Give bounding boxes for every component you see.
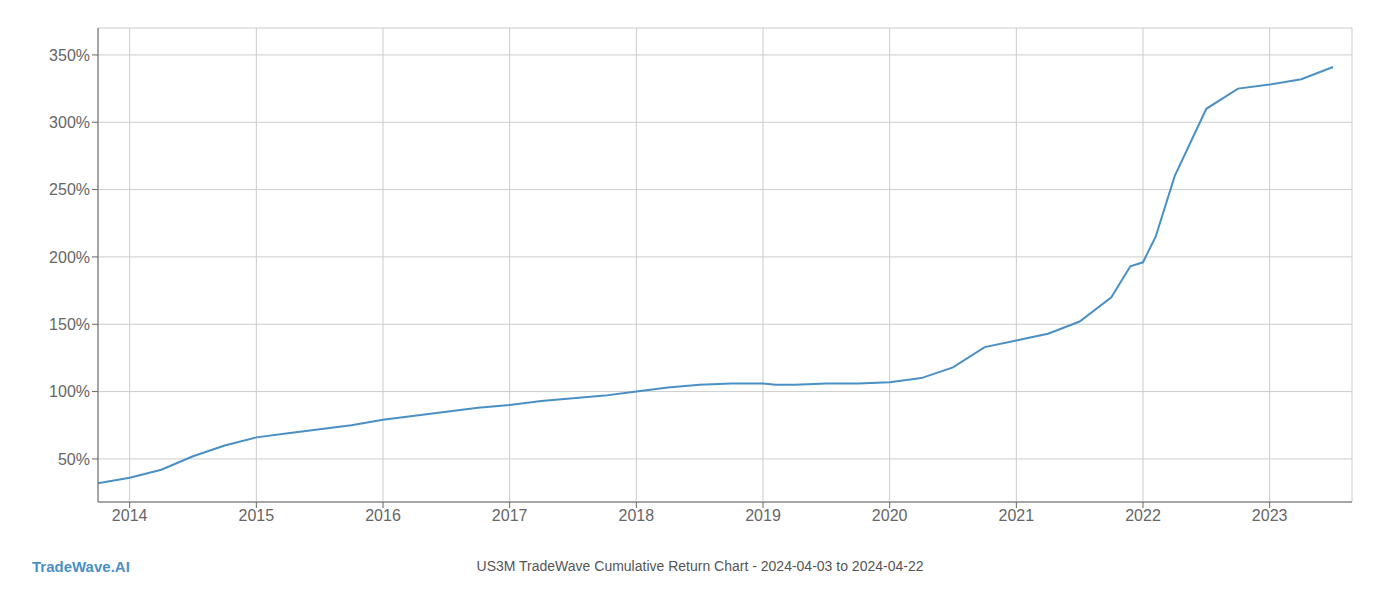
svg-text:2021: 2021 xyxy=(999,507,1035,524)
svg-text:2019: 2019 xyxy=(745,507,781,524)
svg-text:2015: 2015 xyxy=(239,507,275,524)
svg-text:2016: 2016 xyxy=(365,507,401,524)
svg-text:250%: 250% xyxy=(49,181,90,198)
svg-text:100%: 100% xyxy=(49,383,90,400)
svg-text:350%: 350% xyxy=(49,47,90,64)
svg-text:150%: 150% xyxy=(49,316,90,333)
html-text:US3M TradeWave Cumulative Retu: US3M TradeWave Cumulative Return Chart -… xyxy=(476,558,924,574)
svg-text:2020: 2020 xyxy=(872,507,908,524)
svg-text:2022: 2022 xyxy=(1125,507,1161,524)
svg-text:200%: 200% xyxy=(49,249,90,266)
svg-text:50%: 50% xyxy=(58,451,90,468)
svg-text:2018: 2018 xyxy=(619,507,655,524)
html-text:TradeWave.AI: TradeWave.AI xyxy=(32,557,130,575)
svg-text:2014: 2014 xyxy=(112,507,148,524)
svg-text:2017: 2017 xyxy=(492,507,528,524)
svg-text:300%: 300% xyxy=(49,114,90,131)
svg-text:2023: 2023 xyxy=(1252,507,1288,524)
